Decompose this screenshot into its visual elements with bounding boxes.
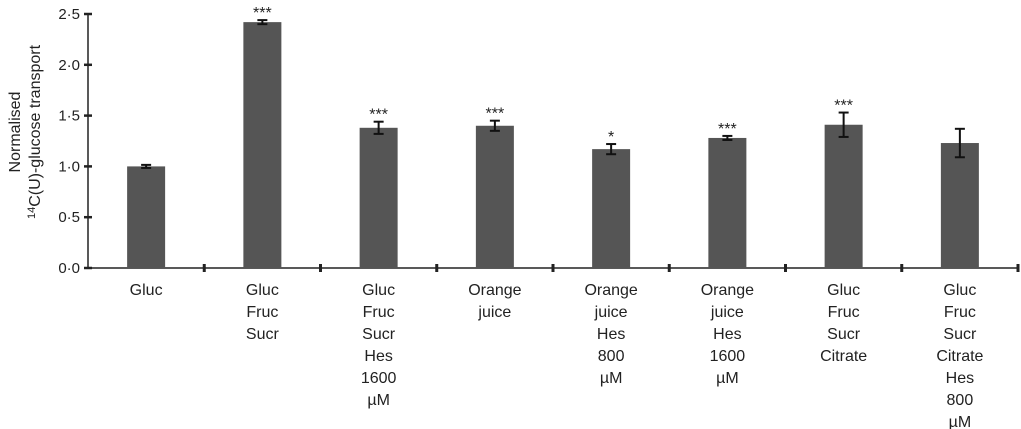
y-axis-label-line1: Normalised — [7, 92, 24, 173]
category-label-line: Gluc — [827, 282, 860, 299]
category-label-line: Sucr — [246, 326, 280, 343]
category-label: Orange juice — [468, 282, 521, 321]
bar — [127, 166, 166, 268]
bar — [475, 125, 514, 268]
category-label-line: juice — [594, 304, 628, 321]
significance-marker: *** — [834, 98, 853, 115]
category-label-line: Hes — [713, 326, 741, 343]
y-axis-label-superscript: 14 — [26, 207, 38, 219]
y-tick-label: 2·5 — [58, 6, 80, 23]
bars — [127, 22, 979, 269]
y-axis-label-line2: 14C(U)-glucose transport — [26, 44, 44, 219]
significance-marker: *** — [253, 5, 272, 22]
category-label-line: µM — [367, 392, 390, 409]
bar — [243, 22, 282, 268]
y-tick-label: 1·0 — [58, 158, 80, 175]
category-label-line: Citrate — [820, 348, 867, 365]
significance-markers: ****** **** ****** — [253, 5, 853, 146]
y-tick-label: 0·0 — [58, 260, 80, 277]
significance-marker: * — [608, 129, 614, 146]
bar — [824, 124, 863, 268]
bar — [359, 127, 398, 269]
significance-marker: *** — [486, 106, 505, 123]
category-label: Gluc — [130, 282, 163, 299]
bar — [592, 149, 631, 268]
category-label-line: Fruc — [828, 304, 860, 321]
y-tick-label: 2·0 — [58, 57, 80, 74]
significance-marker: *** — [718, 121, 737, 138]
y-tick-label: 0·5 — [58, 209, 80, 226]
category-label-line: Sucr — [943, 326, 977, 343]
category-label-line: 800 — [598, 348, 625, 365]
category-label-line: Hes — [597, 326, 625, 343]
axes — [87, 14, 1020, 272]
bar — [940, 143, 979, 268]
category-label-line: Sucr — [362, 326, 396, 343]
category-label-line: Gluc — [943, 282, 976, 299]
category-label: Gluc Fruc Sucr Citrate Hes 800 µM — [936, 282, 983, 429]
y-axis-label-text: C(U)-glucose transport — [27, 44, 44, 206]
category-label: Orange juice Hes 1600 µM — [701, 282, 754, 387]
error-bars — [141, 19, 965, 169]
category-label-line: 1600 — [361, 370, 397, 387]
category-label-line: juice — [477, 304, 511, 321]
category-label-line: µM — [716, 370, 739, 387]
category-label-line: µM — [949, 414, 972, 429]
category-label-line: Fruc — [944, 304, 976, 321]
category-label-line: Citrate — [936, 348, 983, 365]
category-label: Orange juice Hes 800 µM — [584, 282, 637, 387]
category-label: Gluc Fruc Sucr Citrate — [820, 282, 867, 365]
category-label-line: Orange — [584, 282, 637, 299]
category-label-line: Orange — [468, 282, 521, 299]
category-label-line: juice — [710, 304, 744, 321]
category-label-line: Gluc — [130, 282, 163, 299]
category-label-line: Gluc — [246, 282, 279, 299]
category-label-line: 800 — [947, 392, 974, 409]
category-label-line: Fruc — [363, 304, 395, 321]
category-label-line: Sucr — [827, 326, 861, 343]
category-label-line: Fruc — [246, 304, 278, 321]
y-axis-label: Normalised 14C(U)-glucose transport — [7, 44, 44, 219]
category-label-line: µM — [600, 370, 623, 387]
category-label-line: 1600 — [710, 348, 746, 365]
bar — [708, 137, 747, 268]
y-ticks: 0·0 0·5 1·0 1·5 2·0 2·5 — [58, 6, 92, 277]
significance-marker: *** — [369, 107, 388, 124]
category-label-line: Gluc — [362, 282, 395, 299]
category-label-line: Hes — [364, 348, 392, 365]
y-tick-label: 1·5 — [58, 108, 80, 125]
category-label: Gluc Fruc Sucr Hes 1600 µM — [361, 282, 397, 409]
category-label-line: Hes — [946, 370, 974, 387]
category-label-line: Orange — [701, 282, 754, 299]
category-label: Gluc Fruc Sucr — [246, 282, 280, 343]
